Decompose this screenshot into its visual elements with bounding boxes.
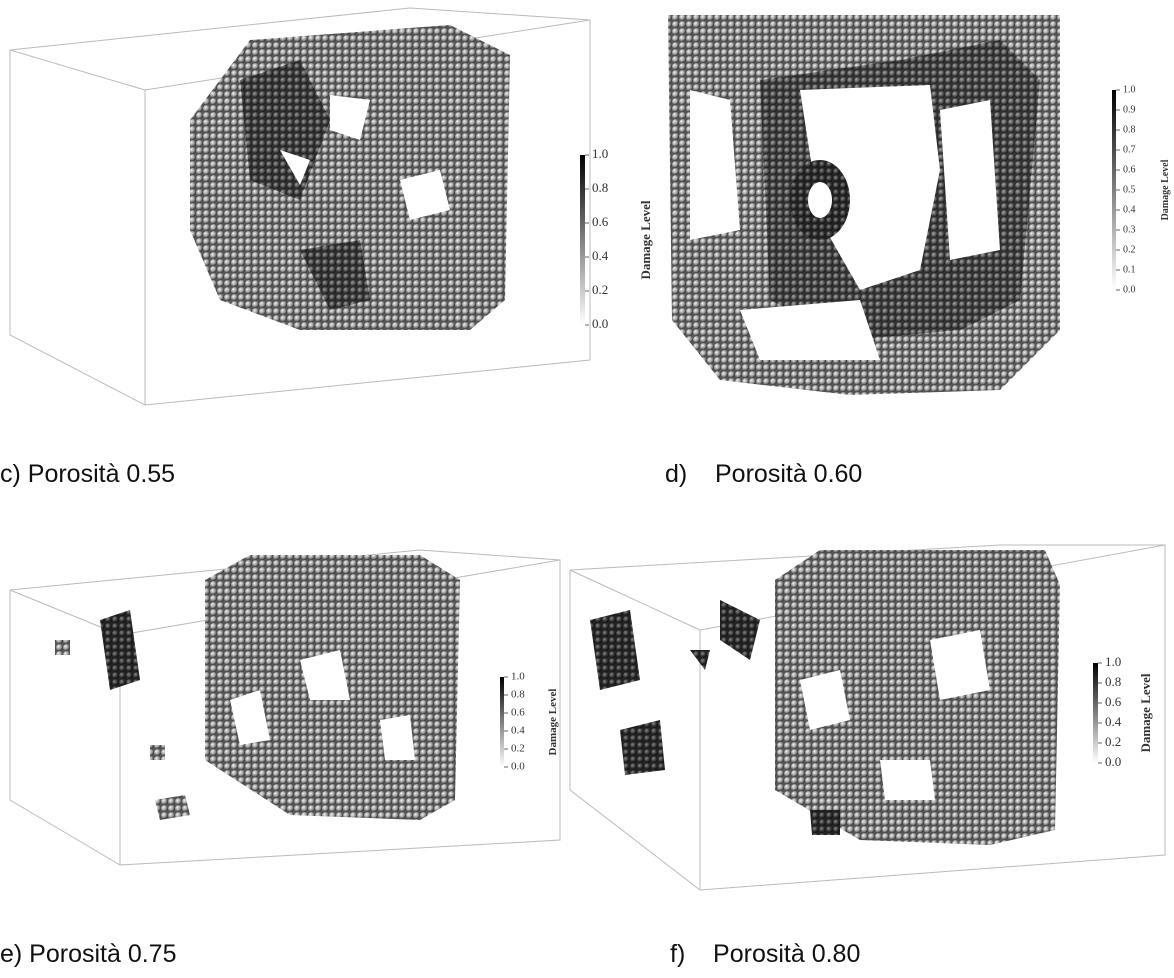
colorbar-label: Damage Level — [1138, 673, 1153, 752]
colorbar-tick-label: 0.4 — [511, 725, 525, 737]
colorbar-tick-label: 0.8 — [511, 689, 525, 701]
colorbar-label: Damage Level — [638, 200, 653, 279]
colorbar-tick-label: 0.2 — [1123, 244, 1136, 255]
colorbar-tick-label: 0.6 — [1123, 164, 1136, 175]
colorbar-tick-label: 0.2 — [511, 743, 525, 755]
colorbar-tick-label: 0.0 — [1105, 754, 1121, 769]
colorbar-tick-label: 0.0 — [511, 761, 525, 773]
figure: c) Porosità 0.55 1.0 0.8 0.6 0.4 0.2 0.0 Damage… — [0, 0, 1174, 978]
colorbar-tick-label: 0.8 — [1105, 674, 1121, 689]
colorbar-tick-label: 1.0 — [511, 671, 525, 683]
colorbar — [580, 155, 585, 325]
colorbar-tick-label: 0.6 — [511, 707, 525, 719]
colorbar-tick-label: 0.4 — [1123, 204, 1136, 215]
caption: c) Porosità 0.55 — [0, 460, 175, 488]
caption: f) Porosità 0.80 — [670, 940, 860, 968]
colorbar-tick-label: 0.7 — [1123, 144, 1136, 155]
colorbar-tick-label: 0.9 — [1123, 104, 1136, 115]
colorbar-tick-label: 0.0 — [592, 316, 608, 331]
colorbar-label: Damage Level — [1160, 159, 1171, 220]
colorbar-tick-label: 0.5 — [1123, 184, 1136, 195]
colorbar-tick-label: 0.4 — [1105, 714, 1122, 729]
colorbar-tick-label: 0.6 — [1105, 694, 1122, 709]
render-e — [10, 550, 560, 865]
render-f — [570, 545, 1165, 890]
colorbar-tick-label: 0.2 — [592, 282, 608, 297]
colorbar — [1112, 90, 1116, 290]
colorbar-tick-label: 0.8 — [1123, 124, 1136, 135]
caption: d) Porosità 0.60 — [665, 460, 862, 488]
colorbar-label: Damage Level — [547, 689, 559, 756]
colorbar-tick-label: 0.1 — [1123, 264, 1136, 275]
colorbar-tick-label: 0.0 — [1123, 284, 1136, 295]
colorbar-tick-label: 1.0 — [1105, 654, 1121, 669]
colorbar-tick-label: 0.4 — [592, 248, 609, 263]
colorbar-tick-label: 1.0 — [592, 146, 608, 161]
colorbar-tick-label: 0.8 — [592, 180, 608, 195]
colorbar — [500, 677, 504, 767]
caption: e) Porosità 0.75 — [0, 940, 177, 968]
colorbar-tick-label: 0.6 — [592, 214, 609, 229]
colorbar-tick-label: 0.3 — [1123, 224, 1136, 235]
render-d — [668, 15, 1060, 395]
colorbar-tick-label: 1.0 — [1123, 84, 1136, 95]
colorbar-tick-label: 0.2 — [1105, 734, 1121, 749]
colorbar — [1093, 663, 1098, 763]
render-c — [10, 8, 590, 405]
